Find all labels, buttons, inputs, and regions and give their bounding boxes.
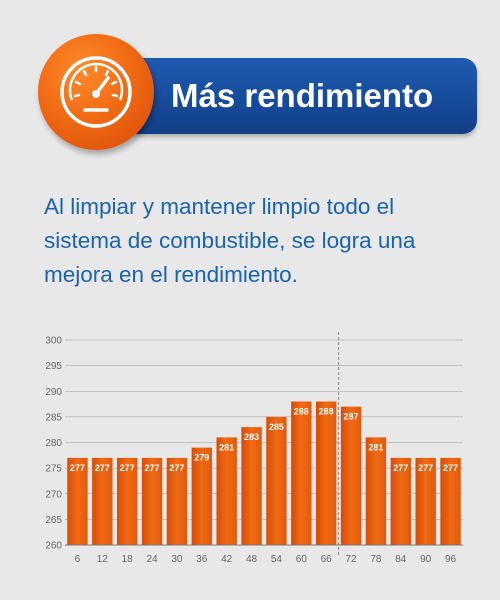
y-tick-label: 295 (45, 361, 62, 372)
bar-value-label: 279 (194, 453, 209, 463)
bar (67, 457, 88, 545)
performance-bar-chart: 260 265 270 275 280 285 290 295 300 277 6 277 12 277 1… (45, 332, 463, 565)
bar (166, 457, 188, 545)
speedometer-badge (38, 34, 154, 150)
bar-value-label: 285 (269, 422, 284, 432)
bar-value-label: 287 (344, 412, 359, 422)
x-tick-label: 66 (321, 554, 333, 565)
bar (340, 406, 362, 545)
x-tick-label: 90 (420, 554, 432, 565)
bar (415, 457, 436, 545)
y-tick-label: 270 (45, 489, 62, 500)
bar (241, 427, 262, 545)
bar (141, 457, 163, 545)
bar (92, 457, 113, 545)
bar (440, 457, 461, 545)
y-tick-label: 265 (45, 515, 62, 526)
y-tick-label: 260 (45, 541, 62, 552)
x-tick-label: 30 (171, 554, 183, 565)
y-tick-label: 280 (45, 438, 62, 449)
bar-value-label: 283 (244, 432, 259, 442)
y-tick-label: 285 (45, 412, 62, 423)
bar-value-label: 281 (368, 442, 383, 452)
y-tick-label: 275 (45, 464, 62, 475)
x-tick-label: 84 (395, 554, 407, 565)
bar-value-label: 288 (294, 407, 309, 417)
bar (116, 457, 138, 545)
page-title: Más rendimiento (171, 77, 434, 114)
bar-value-label: 277 (443, 463, 458, 473)
bar (191, 447, 213, 545)
title-banner: Más rendimiento (133, 58, 477, 134)
bar (390, 457, 412, 545)
x-tick-label: 48 (246, 554, 258, 565)
bar (365, 437, 387, 545)
bar-value-label: 277 (145, 463, 160, 473)
x-tick-label: 18 (122, 554, 134, 565)
bar-value-label: 277 (95, 463, 110, 473)
intro-text: Al limpiar y mantener limpio todo el sis… (44, 194, 416, 287)
x-tick-label: 72 (346, 554, 358, 565)
x-tick-label: 54 (271, 554, 283, 565)
bar-value-label: 277 (120, 463, 135, 473)
x-tick-label: 36 (196, 554, 208, 565)
bar-value-label: 277 (418, 463, 433, 473)
x-tick-label: 60 (296, 554, 308, 565)
x-tick-label: 6 (75, 554, 81, 565)
x-tick-label: 24 (147, 554, 159, 565)
y-tick-label: 290 (45, 387, 62, 398)
x-tick-label: 12 (97, 554, 109, 565)
x-tick-label: 42 (221, 554, 233, 565)
x-tick-label: 96 (445, 554, 457, 565)
bar-value-label: 281 (219, 442, 234, 452)
bar-value-label: 277 (169, 463, 184, 473)
bar (315, 401, 337, 545)
bar-value-label: 288 (319, 407, 334, 417)
bar (216, 437, 237, 545)
bar-value-label: 277 (70, 463, 85, 473)
y-tick-label: 300 (45, 336, 62, 347)
bar (266, 416, 287, 545)
bar (291, 401, 312, 545)
speedometer-icon (60, 56, 132, 128)
x-tick-label: 78 (370, 554, 382, 565)
bar-value-label: 277 (393, 463, 408, 473)
